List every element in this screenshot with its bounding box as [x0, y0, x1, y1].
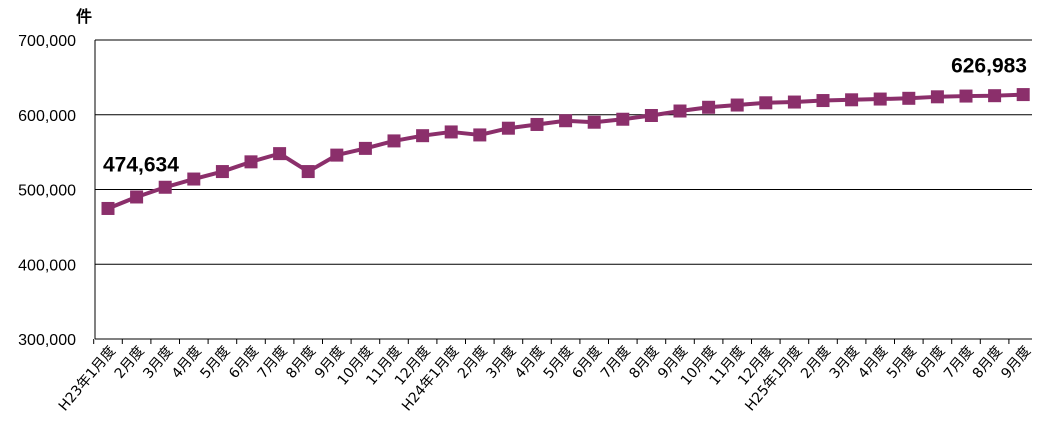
data-point-marker: [358, 141, 372, 155]
x-tick-label: 2月度: [455, 343, 491, 382]
x-tick-label: 8月度: [283, 343, 319, 382]
data-point-marker: [244, 155, 258, 169]
data-point-marker: [273, 147, 287, 161]
series-polyline: [107, 92, 1024, 211]
data-point-marker: [702, 100, 716, 114]
y-tick-label: 600,000: [18, 108, 76, 125]
data-point-marker: [902, 91, 916, 105]
series-markers: [101, 88, 1030, 215]
data-point-marker: [444, 125, 458, 139]
x-tick-label: 5月度: [197, 343, 233, 382]
data-point-marker: [501, 121, 515, 135]
data-point-marker: [988, 89, 1002, 103]
y-axis-unit-label: 件: [76, 7, 92, 26]
data-point-marker: [330, 148, 344, 162]
data-point-marker: [673, 104, 687, 118]
x-tick-label: 7月度: [941, 343, 977, 382]
series-line: [107, 92, 1024, 211]
axes: [93, 40, 1032, 344]
x-tick-label: 3月度: [140, 343, 176, 382]
data-point-marker: [644, 108, 658, 122]
data-point-marker: [301, 165, 315, 179]
data-label: 474,634: [103, 153, 179, 176]
x-tick-label: 2月度: [112, 343, 148, 382]
x-tick-label: H23年1月度: [56, 343, 119, 414]
x-tick-label: 9月度: [998, 343, 1034, 382]
data-point-marker: [873, 92, 887, 106]
data-point-marker: [130, 190, 144, 204]
x-tick-label: 4月度: [855, 343, 891, 382]
data-point-marker: [473, 128, 487, 142]
data-point-marker: [845, 93, 859, 107]
data-point-marker: [616, 112, 630, 126]
x-tick-label: 2月度: [798, 343, 834, 382]
data-point-marker: [215, 165, 229, 179]
x-tick-label: 4月度: [512, 343, 548, 382]
data-point-marker: [959, 89, 973, 103]
data-point-marker: [416, 129, 430, 143]
y-tick-label: 500,000: [18, 183, 76, 200]
data-point-marker: [787, 95, 801, 109]
data-point-marker: [101, 201, 115, 215]
x-tick-label: 6月度: [912, 343, 948, 382]
data-point-marker: [759, 96, 773, 110]
data-point-marker: [559, 114, 573, 128]
data-label: 626,983: [951, 55, 1027, 78]
y-tick-label: 400,000: [18, 257, 76, 274]
data-point-marker: [587, 115, 601, 129]
data-point-marker: [816, 94, 830, 108]
x-tick-label: 6月度: [569, 343, 605, 382]
x-tick-label: 5月度: [541, 343, 577, 382]
x-tick-label: 7月度: [598, 343, 634, 382]
x-tick-label: 3月度: [483, 343, 519, 382]
x-tick-label: 7月度: [255, 343, 291, 382]
x-tick-label: 3月度: [827, 343, 863, 382]
x-tick-label: 4月度: [169, 343, 205, 382]
y-tick-label: 300,000: [18, 332, 76, 349]
data-point-marker: [158, 180, 172, 194]
x-tick-label: 5月度: [884, 343, 920, 382]
x-tick-label: 8月度: [970, 343, 1006, 382]
data-point-marker: [730, 98, 744, 112]
x-axis-tick-labels: H23年1月度2月度3月度4月度5月度6月度7月度8月度9月度10月度11月度1…: [56, 343, 1034, 414]
y-axis-tick-labels: 300,000 400,000 500,000 600,000 700,000: [18, 33, 76, 349]
y-tick-label: 700,000: [18, 33, 76, 50]
data-point-marker: [1016, 88, 1030, 102]
data-point-marker: [187, 172, 201, 186]
gridlines: [95, 39, 1032, 265]
data-point-marker: [930, 90, 944, 104]
x-tick-label: 8月度: [626, 343, 662, 382]
data-point-marker: [530, 117, 544, 131]
annotations: 474,634 626,983: [103, 55, 1027, 177]
data-point-marker: [387, 134, 401, 148]
x-tick-label: 6月度: [226, 343, 262, 382]
